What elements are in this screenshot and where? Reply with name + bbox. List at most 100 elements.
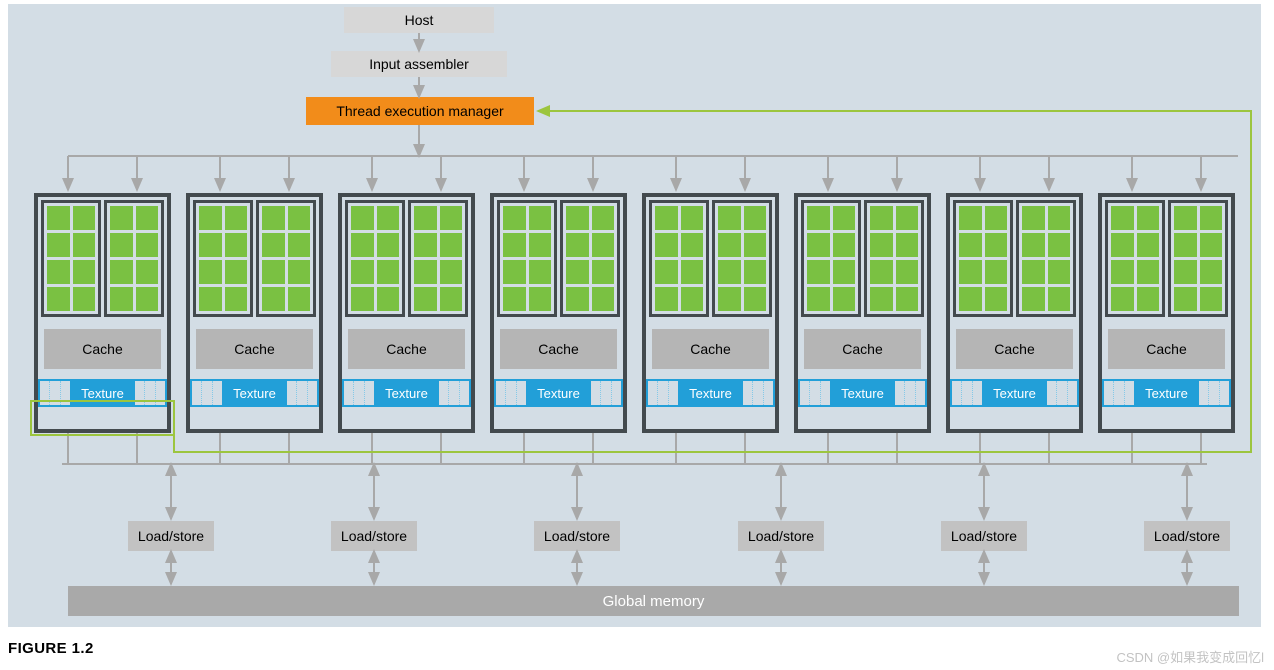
sm-block: CacheTexture — [490, 193, 627, 433]
core-cell — [1137, 206, 1160, 230]
texture-box: Texture — [646, 379, 775, 407]
core-block — [41, 200, 101, 317]
core-cell — [414, 287, 437, 311]
core-cell — [440, 287, 463, 311]
load-store-box: Load/store — [534, 521, 620, 551]
core-cell — [199, 206, 222, 230]
core-cell — [225, 287, 248, 311]
core-block — [497, 200, 557, 317]
core-cell — [959, 233, 982, 257]
core-cell — [110, 206, 133, 230]
core-cell — [959, 287, 982, 311]
load-store-box: Load/store — [1144, 521, 1230, 551]
cache-box: Cache — [956, 329, 1073, 369]
core-cell — [529, 287, 552, 311]
core-cell — [807, 260, 830, 284]
texture-box: Texture — [1102, 379, 1231, 407]
cores-pair — [801, 200, 924, 317]
core-cell — [744, 206, 767, 230]
core-cell — [110, 287, 133, 311]
core-cell — [833, 260, 856, 284]
core-cell — [655, 206, 678, 230]
core-cell — [414, 233, 437, 257]
sm-block: CacheTexture — [946, 193, 1083, 433]
core-cell — [592, 287, 615, 311]
core-cell — [896, 233, 919, 257]
cache-box: Cache — [44, 329, 161, 369]
core-cell — [1137, 287, 1160, 311]
core-cell — [959, 260, 982, 284]
core-cell — [985, 260, 1008, 284]
core-cell — [566, 206, 589, 230]
core-cell — [1022, 260, 1045, 284]
core-cell — [1200, 233, 1223, 257]
core-cell — [985, 287, 1008, 311]
core-cell — [985, 233, 1008, 257]
core-cell — [744, 287, 767, 311]
sm-block: CacheTexture — [34, 193, 171, 433]
core-cell — [414, 206, 437, 230]
diagram-canvas: HostInput assemblerThread execution mana… — [8, 4, 1261, 627]
core-cell — [833, 287, 856, 311]
core-cell — [1174, 233, 1197, 257]
core-block — [193, 200, 253, 317]
core-cell — [199, 287, 222, 311]
core-cell — [503, 233, 526, 257]
load-store-box: Load/store — [738, 521, 824, 551]
core-cell — [1111, 206, 1134, 230]
cache-box: Cache — [196, 329, 313, 369]
sm-block: CacheTexture — [186, 193, 323, 433]
core-block — [649, 200, 709, 317]
core-block — [864, 200, 924, 317]
core-cell — [870, 287, 893, 311]
cores-pair — [497, 200, 620, 317]
core-block — [256, 200, 316, 317]
core-cell — [718, 233, 741, 257]
core-cell — [262, 233, 285, 257]
core-cell — [833, 233, 856, 257]
core-cell — [1022, 233, 1045, 257]
core-cell — [136, 233, 159, 257]
core-cell — [959, 206, 982, 230]
core-cell — [225, 206, 248, 230]
core-cell — [655, 233, 678, 257]
core-cell — [1111, 233, 1134, 257]
core-cell — [199, 260, 222, 284]
core-block — [104, 200, 164, 317]
core-cell — [47, 206, 70, 230]
cores-pair — [1105, 200, 1228, 317]
core-cell — [503, 287, 526, 311]
core-block — [345, 200, 405, 317]
sm-block: CacheTexture — [794, 193, 931, 433]
core-cell — [414, 260, 437, 284]
load-store-box: Load/store — [941, 521, 1027, 551]
core-cell — [351, 260, 374, 284]
core-cell — [110, 260, 133, 284]
texture-box: Texture — [798, 379, 927, 407]
sm-block: CacheTexture — [1098, 193, 1235, 433]
core-cell — [1174, 287, 1197, 311]
texture-box: Texture — [494, 379, 623, 407]
load-store-box: Load/store — [128, 521, 214, 551]
core-cell — [440, 233, 463, 257]
core-cell — [592, 206, 615, 230]
texture-box: Texture — [342, 379, 471, 407]
core-cell — [985, 206, 1008, 230]
core-cell — [529, 260, 552, 284]
sm-row: CacheTextureCacheTextureCacheTextureCach… — [34, 193, 1235, 433]
figure-caption: FIGURE 1.2 — [8, 640, 94, 657]
core-cell — [377, 260, 400, 284]
core-block — [712, 200, 772, 317]
core-cell — [73, 233, 96, 257]
core-cell — [1137, 260, 1160, 284]
cores-pair — [953, 200, 1076, 317]
core-cell — [440, 206, 463, 230]
core-cell — [1111, 287, 1134, 311]
core-cell — [592, 260, 615, 284]
core-cell — [1048, 260, 1071, 284]
cores-pair — [41, 200, 164, 317]
core-cell — [351, 233, 374, 257]
core-cell — [136, 260, 159, 284]
core-cell — [870, 260, 893, 284]
cores-pair — [649, 200, 772, 317]
